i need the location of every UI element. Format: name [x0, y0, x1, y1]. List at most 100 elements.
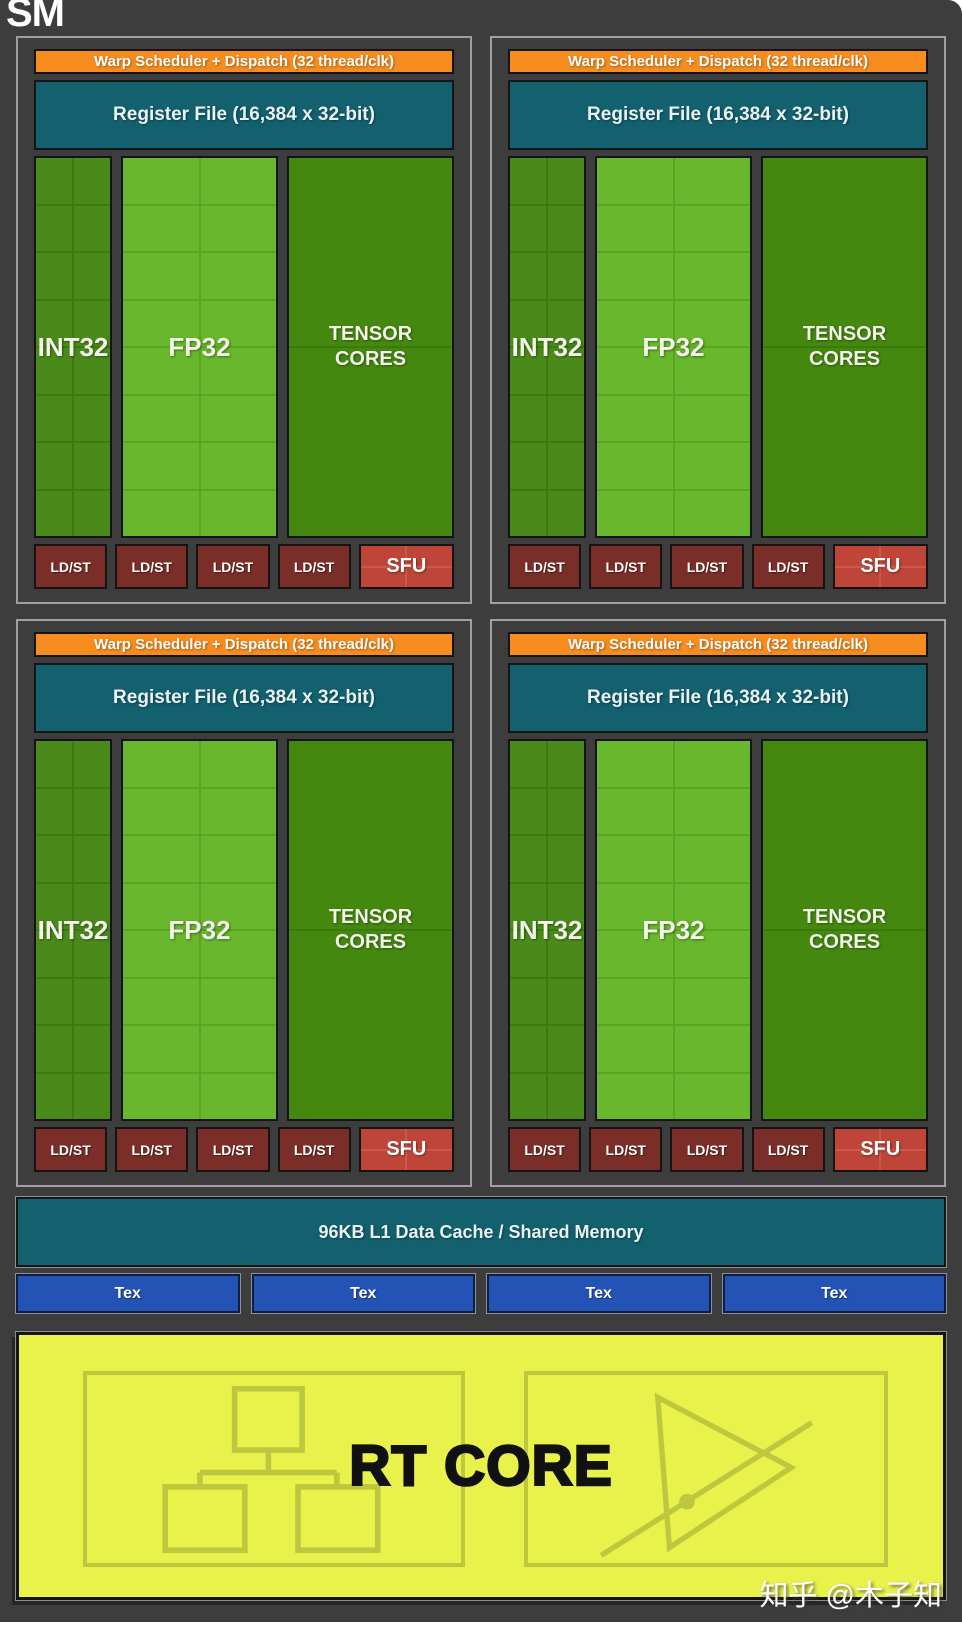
- core-cell: [74, 883, 110, 929]
- warp-scheduler-label: Warp Scheduler + Dispatch (32 thread/clk…: [568, 636, 868, 653]
- core-cell: [597, 788, 673, 834]
- sm-partition: Warp Scheduler + Dispatch (32 thread/clk…: [490, 619, 946, 1187]
- core-cell: [674, 158, 750, 204]
- core-cell: [36, 300, 72, 346]
- register-file-bar: Register File (16,384 x 32-bit): [508, 663, 928, 733]
- core-cell: [74, 253, 110, 299]
- core-cell: [597, 253, 673, 299]
- sfu-label: SFU: [860, 1138, 901, 1160]
- ldst-label: LD/ST: [50, 558, 91, 575]
- core-cell: [36, 490, 72, 536]
- core-cell: [123, 1026, 199, 1072]
- register-file-label: Register File (16,384 x 32-bit): [587, 104, 849, 125]
- core-cell: [674, 741, 750, 787]
- core-cell: [407, 1150, 452, 1170]
- core-cell: [74, 443, 110, 489]
- ldst-unit: LD/ST: [670, 1127, 744, 1172]
- core-cell: [597, 1073, 673, 1119]
- core-cell: [289, 931, 452, 1119]
- core-cell: [200, 158, 276, 204]
- tex-unit: Tex: [16, 1274, 240, 1313]
- fp32-label: FP32: [642, 914, 705, 945]
- core-cell: [548, 158, 584, 204]
- core-cell: [510, 348, 546, 394]
- sfu-label: SFU: [386, 1138, 427, 1160]
- core-cell: [881, 1150, 926, 1170]
- fp32-label: FP32: [168, 914, 231, 945]
- core-cell: [74, 348, 110, 394]
- ldst-unit: LD/ST: [589, 544, 663, 589]
- core-cell: [597, 978, 673, 1024]
- core-cell: [674, 788, 750, 834]
- core-cell: [36, 443, 72, 489]
- core-cell: [123, 883, 199, 929]
- core-cell: [763, 931, 926, 1119]
- core-cell: [289, 158, 452, 346]
- core-cell: [200, 1026, 276, 1072]
- ldst-label: LD/ST: [767, 558, 809, 575]
- core-cell: [548, 883, 584, 929]
- rt-bvh-panel: [83, 1371, 465, 1567]
- core-cell: [74, 741, 110, 787]
- core-cell: [548, 1073, 584, 1119]
- core-cell: [289, 741, 452, 929]
- ldst-label: LD/ST: [131, 1141, 172, 1158]
- warp-scheduler-bar: Warp Scheduler + Dispatch (32 thread/clk…: [34, 49, 454, 74]
- ldst-unit: LD/ST: [277, 1127, 351, 1172]
- core-cell: [123, 300, 199, 346]
- ldst-label: LD/ST: [293, 558, 335, 575]
- core-cell: [548, 741, 584, 787]
- core-cell: [123, 443, 199, 489]
- core-cell: [881, 546, 926, 566]
- core-cell: [674, 1073, 750, 1119]
- int32-block: INT32: [34, 156, 112, 538]
- ldst-unit: LD/ST: [115, 1127, 189, 1172]
- core-cell: [360, 1150, 406, 1170]
- core-cell: [360, 546, 406, 566]
- ldst-unit: LD/ST: [508, 1127, 582, 1172]
- core-cell: [36, 205, 72, 251]
- cores-row: INT32 FP32 TENSOR CORES: [508, 156, 928, 538]
- core-cell: [597, 158, 673, 204]
- core-cell: [407, 567, 452, 587]
- core-cell: [674, 300, 750, 346]
- core-cell: [36, 741, 72, 787]
- ldst-label: LD/ST: [605, 1141, 646, 1158]
- core-cell: [74, 1073, 110, 1119]
- core-cell: [674, 348, 750, 394]
- tex-label: Tex: [350, 1284, 377, 1302]
- core-cell: [36, 1073, 72, 1119]
- fp32-block: FP32: [595, 739, 752, 1121]
- sfu-label: SFU: [860, 555, 901, 577]
- sfu-label: SFU: [386, 555, 427, 577]
- bvh-tree-icon: [161, 1385, 381, 1553]
- ldst-label: LD/ST: [686, 558, 728, 575]
- core-cell: [74, 788, 110, 834]
- fp32-block: FP32: [121, 739, 278, 1121]
- ldst-unit: LD/ST: [751, 1127, 825, 1172]
- core-cell: [674, 205, 750, 251]
- core-cell: [200, 836, 276, 882]
- core-cell: [597, 836, 673, 882]
- core-cell: [674, 836, 750, 882]
- tex-label: Tex: [585, 1284, 612, 1302]
- core-cell: [597, 931, 673, 977]
- core-cell: [74, 205, 110, 251]
- core-cell: [510, 978, 546, 1024]
- int32-block: INT32: [34, 739, 112, 1121]
- core-cell: [597, 300, 673, 346]
- ldst-row: LD/ST LD/ST LD/ST LD/ST SFU: [34, 544, 454, 589]
- core-cell: [123, 836, 199, 882]
- core-cell: [510, 1073, 546, 1119]
- core-cell: [123, 205, 199, 251]
- core-cell: [548, 1026, 584, 1072]
- core-cell: [881, 1129, 926, 1149]
- warp-scheduler-bar: Warp Scheduler + Dispatch (32 thread/clk…: [34, 632, 454, 657]
- core-cell: [200, 1073, 276, 1119]
- ldst-unit: LD/ST: [34, 544, 108, 589]
- core-cell: [597, 443, 673, 489]
- warp-scheduler-label: Warp Scheduler + Dispatch (32 thread/clk…: [94, 636, 394, 653]
- core-cell: [123, 741, 199, 787]
- ldst-unit: LD/ST: [277, 544, 351, 589]
